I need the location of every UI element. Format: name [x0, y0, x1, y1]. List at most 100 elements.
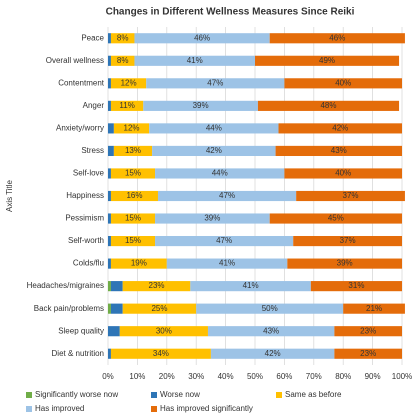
bar-segment	[108, 258, 111, 269]
x-tick-label: 20%	[159, 372, 175, 381]
data-label: 21%	[366, 304, 382, 313]
data-label: 42%	[206, 146, 222, 155]
data-label: 30%	[156, 326, 172, 335]
data-label: 41%	[243, 281, 259, 290]
bar-segment	[122, 303, 197, 314]
bar-segment	[113, 145, 153, 157]
data-label: 23%	[149, 281, 165, 290]
bar-segment	[296, 190, 405, 202]
bar-segment	[284, 168, 402, 179]
bar-segment	[108, 55, 111, 66]
y-tick-label: Pessimism	[65, 214, 104, 223]
bar-segment	[108, 235, 111, 247]
bar-segment	[110, 190, 158, 202]
x-tick-label: 70%	[306, 372, 322, 381]
bar-segment	[196, 303, 344, 314]
bar-segment	[110, 303, 123, 314]
data-label: 13%	[125, 146, 141, 155]
bar-segment	[190, 281, 311, 292]
y-axis-title: Axis Title	[5, 179, 14, 212]
data-label: 15%	[125, 169, 141, 178]
y-tick-label: Happiness	[66, 191, 104, 200]
bar-segment	[108, 348, 111, 359]
bar-segment	[110, 235, 156, 247]
legend-label: Same as before	[285, 390, 342, 399]
data-label: 19%	[131, 259, 147, 268]
data-label: 43%	[263, 326, 279, 335]
bar-segment	[108, 100, 111, 111]
data-label: 42%	[332, 124, 348, 133]
bar-segment	[149, 123, 279, 134]
bar-segment	[110, 100, 144, 111]
legend-swatch	[151, 392, 157, 398]
data-label: 47%	[207, 78, 223, 87]
x-tick-label: 50%	[247, 372, 263, 381]
bar-segment	[278, 123, 402, 134]
data-label: 31%	[348, 281, 364, 290]
data-label: 37%	[343, 191, 359, 200]
data-label: 44%	[206, 124, 222, 133]
data-label: 37%	[340, 236, 356, 245]
bar-segment	[108, 213, 111, 224]
bar-segment	[207, 326, 335, 337]
data-label: 8%	[117, 56, 129, 65]
x-tick-label: 60%	[276, 372, 292, 381]
x-tick-label: 100%	[392, 372, 412, 381]
data-label: 39%	[193, 101, 209, 110]
bar-segment	[110, 213, 156, 224]
bar-segment	[269, 213, 402, 224]
chart-title: Changes in Different Wellness Measures S…	[106, 7, 355, 18]
bar-segment	[143, 100, 258, 111]
data-label: 43%	[331, 146, 347, 155]
data-label: 8%	[117, 33, 129, 42]
bar-segment	[269, 33, 405, 44]
y-tick-label: Back pain/problems	[34, 304, 104, 313]
bar-segment	[343, 303, 405, 314]
bar-segment	[110, 281, 123, 292]
y-tick-label: Self-love	[73, 169, 105, 178]
y-tick-label: Anger	[83, 101, 105, 110]
data-label: 23%	[360, 326, 376, 335]
data-label: 11%	[119, 101, 134, 110]
legend-label: Significantly worse now	[35, 390, 118, 399]
data-label: 15%	[125, 214, 141, 223]
data-label: 42%	[265, 349, 281, 358]
bar-segment	[334, 326, 402, 337]
y-tick-label: Diet & nutrition	[52, 349, 104, 358]
bar-segment	[134, 33, 270, 44]
bar-segment	[157, 190, 297, 202]
x-tick-label: 0%	[102, 372, 114, 381]
bar-segment	[113, 123, 150, 134]
legend-swatch	[26, 406, 32, 412]
bar-segment	[152, 145, 276, 157]
bar-segment	[210, 348, 335, 359]
bar-segment	[257, 100, 400, 111]
y-tick-label: Colds/flu	[73, 259, 104, 268]
data-label: 47%	[219, 191, 235, 200]
bar-segment	[108, 33, 111, 44]
bar-segment	[255, 55, 400, 66]
bar-segment	[110, 258, 167, 269]
data-label: 46%	[329, 33, 345, 42]
data-label: 40%	[335, 169, 351, 178]
x-tick-label: 40%	[218, 372, 234, 381]
data-label: 46%	[194, 33, 210, 42]
data-label: 40%	[335, 78, 351, 87]
data-label: 41%	[219, 259, 235, 268]
x-tick-label: 10%	[129, 372, 145, 381]
bar-segment	[155, 235, 294, 247]
data-label: 50%	[262, 304, 278, 313]
y-tick-label: Self-worth	[68, 236, 104, 245]
legend-label: Has improved	[35, 404, 84, 413]
legend-label: Worse now	[160, 390, 200, 399]
y-tick-label: Contentment	[58, 78, 105, 87]
x-tick-label: 30%	[188, 372, 204, 381]
bar-segment	[310, 281, 402, 292]
legend-swatch	[276, 392, 282, 398]
data-label: 15%	[125, 236, 141, 245]
bar-segment	[108, 326, 120, 337]
bar-segment	[110, 348, 211, 359]
data-label: 25%	[151, 304, 167, 313]
bar-segment	[108, 303, 111, 314]
